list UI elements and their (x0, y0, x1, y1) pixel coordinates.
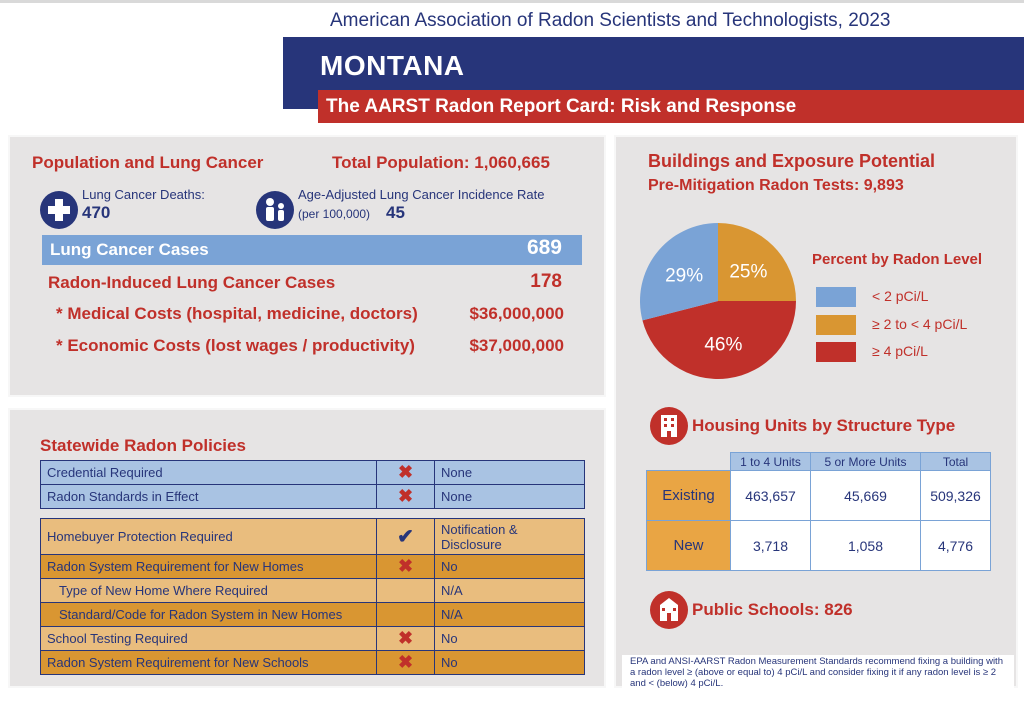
policy-value: None (434, 460, 585, 485)
policy-label: Credential Required (40, 460, 377, 485)
tests-label: Pre-Mitigation Radon Tests: 9,893 (648, 177, 904, 194)
table-row: Credential Required ✖ None (40, 460, 585, 485)
building-icon (650, 407, 688, 445)
table-cell: 509,326 (920, 470, 991, 521)
housing-title: Housing Units by Structure Type (692, 416, 956, 435)
top-divider (0, 0, 1024, 3)
incidence-label: Age-Adjusted Lung Cancer Incidence Rate (298, 187, 545, 202)
deaths-value: 470 (82, 203, 111, 222)
policy-value: No (434, 650, 585, 675)
policy-value: No (434, 554, 585, 579)
pie-value-label: 25% (729, 262, 767, 283)
cases-label: Lung Cancer Cases (50, 240, 209, 259)
legend-label-high: ≥ 4 pCi/L (872, 343, 928, 359)
policy-label: Homebuyer Protection Required (40, 518, 377, 555)
x-mark-icon: ✖ (376, 484, 435, 509)
table-cell: 463,657 (730, 470, 811, 521)
radon-cases-label: Radon-Induced Lung Cancer Cases (48, 273, 336, 292)
table-row: School Testing Required ✖ No (40, 626, 585, 651)
pie-slice-low (640, 223, 718, 321)
check-mark-icon: ✔ (376, 518, 435, 555)
legend-label-low: < 2 pCi/L (872, 288, 929, 304)
legend-label-mid: ≥ 2 to < 4 pCi/L (872, 316, 968, 332)
medical-costs-label: * Medical Costs (hospital, medicine, doc… (56, 304, 418, 323)
legend-swatch-low (816, 287, 856, 307)
policy-mark (376, 602, 435, 627)
total-population: Total Population: 1,060,665 (332, 153, 550, 172)
policies-panel: Statewide Radon Policies Credential Requ… (8, 408, 606, 688)
x-mark-icon: ✖ (376, 650, 435, 675)
deaths-label: Lung Cancer Deaths: (82, 187, 205, 202)
table-cell: 45,669 (810, 470, 921, 521)
incidence-value: 45 (386, 203, 405, 222)
incidence-sub: (per 100,000) (298, 207, 371, 221)
report-subtitle: The AARST Radon Report Card: Risk and Re… (326, 96, 797, 117)
table-row: Type of New Home Where Required N/A (40, 578, 585, 603)
policy-label: Radon System Requirement for New Schools (40, 650, 377, 675)
policy-value: N/A (434, 578, 585, 603)
pie-slice-high (642, 301, 796, 380)
table-row: Homebuyer Protection Required ✔ Notifica… (40, 518, 585, 555)
row-label: Existing (646, 470, 731, 521)
row-label: New (646, 520, 731, 571)
policies-table-bottom: Homebuyer Protection Required ✔ Notifica… (40, 518, 585, 675)
policy-label: Radon Standards in Effect (40, 484, 377, 509)
economic-costs-label: * Economic Costs (lost wages / productiv… (56, 336, 415, 355)
policy-label: School Testing Required (40, 626, 377, 651)
table-header-row: 1 to 4 Units 5 or More Units Total (647, 452, 991, 471)
x-mark-icon: ✖ (376, 460, 435, 485)
pie-value-label: 46% (704, 335, 742, 356)
organization-title: American Association of Radon Scientists… (330, 10, 891, 31)
blank-cell (647, 453, 731, 471)
policy-label: Radon System Requirement for New Homes (40, 554, 377, 579)
column-header: Total (920, 452, 991, 471)
policy-value: N/A (434, 602, 585, 627)
column-header: 1 to 4 Units (730, 452, 811, 471)
policy-label: Standard/Code for Radon System in New Ho… (40, 602, 377, 627)
policy-value: None (434, 484, 585, 509)
state-name: MONTANA (320, 50, 465, 81)
population-panel: Population and Lung Cancer Total Populat… (8, 135, 606, 397)
legend-swatch-high (816, 342, 856, 362)
lung-cancer-cases-bar (42, 235, 582, 265)
table-cell: 4,776 (920, 520, 991, 571)
policy-mark (376, 578, 435, 603)
column-header: 5 or More Units (810, 452, 921, 471)
buildings-title: Buildings and Exposure Potential (648, 151, 936, 171)
economic-costs-value: $37,000,000 (469, 336, 564, 355)
x-mark-icon: ✖ (376, 554, 435, 579)
medical-costs-value: $36,000,000 (469, 304, 564, 323)
policy-value: No (434, 626, 585, 651)
pie-slice-mid (718, 223, 796, 301)
radon-cases-value: 178 (530, 271, 562, 292)
table-cell: 3,718 (730, 520, 811, 571)
buildings-panel: Buildings and Exposure Potential Pre-Mit… (614, 135, 1018, 693)
policy-value: Notification & Disclosure (434, 518, 585, 555)
policies-table-top: Credential Required ✖ None Radon Standar… (40, 460, 585, 509)
pie-value-label: 29% (665, 266, 703, 287)
epa-note: EPA and ANSI-AARST Radon Measurement Sta… (622, 655, 1014, 693)
schools-label: Public Schools: 826 (692, 600, 853, 619)
table-row: Radon System Requirement for New Homes ✖… (40, 554, 585, 579)
subtitle-banner (318, 90, 1024, 123)
legend-title: Percent by Radon Level (812, 251, 983, 268)
policies-title: Statewide Radon Policies (40, 436, 246, 455)
table-row: Existing 463,657 45,669 509,326 (646, 470, 991, 521)
legend-swatch-mid (816, 315, 856, 335)
radon-pie-chart: 25% 46% 29% (640, 223, 796, 380)
policy-label: Type of New Home Where Required (40, 578, 377, 603)
cases-value: 689 (526, 236, 562, 259)
table-cell: 1,058 (810, 520, 921, 571)
housing-table: 1 to 4 Units 5 or More Units Total Exist… (646, 452, 991, 571)
plus-medical-icon (40, 191, 78, 229)
table-row: New 3,718 1,058 4,776 (646, 520, 991, 571)
table-row: Standard/Code for Radon System in New Ho… (40, 602, 585, 627)
school-icon (650, 591, 688, 629)
people-icon (256, 191, 294, 229)
population-title: Population and Lung Cancer (32, 153, 264, 172)
table-row: Radon System Requirement for New Schools… (40, 650, 585, 675)
table-row: Radon Standards in Effect ✖ None (40, 484, 585, 509)
x-mark-icon: ✖ (376, 626, 435, 651)
